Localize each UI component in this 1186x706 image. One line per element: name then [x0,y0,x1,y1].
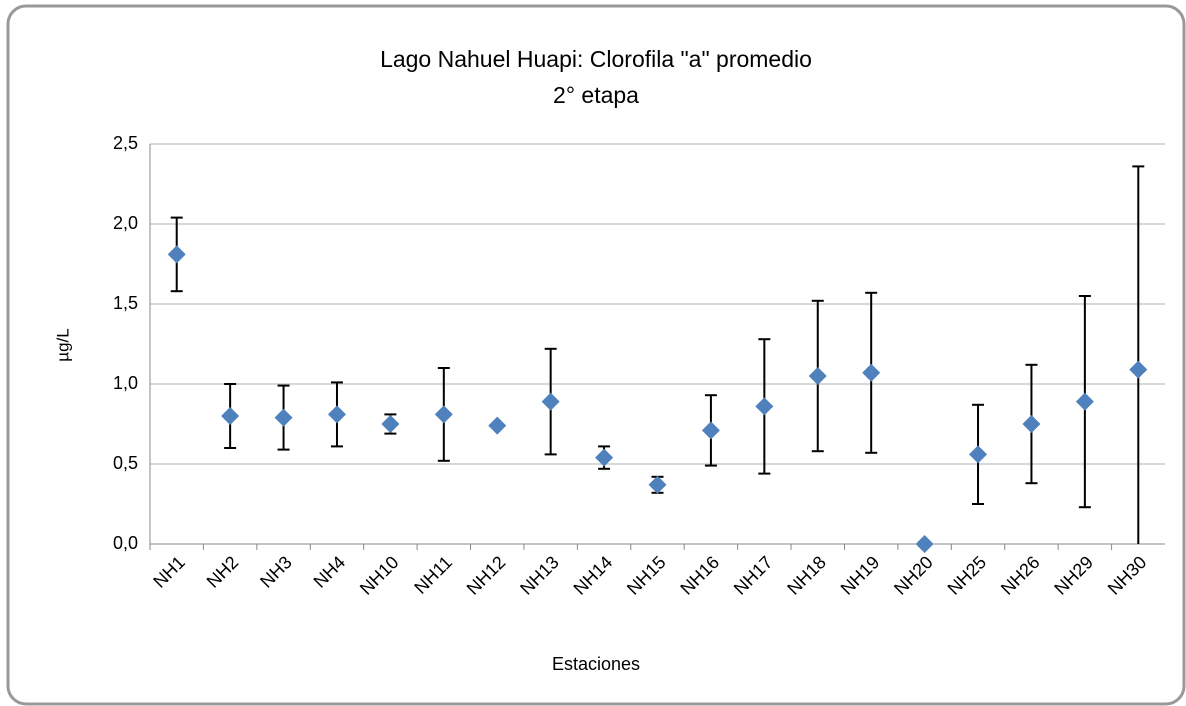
marker [1075,392,1094,411]
marker [595,448,614,467]
marker [167,245,186,264]
x-axis-title: Estaciones [552,654,640,674]
y-tick-label: 2,5 [113,133,138,153]
y-axis-title: µg/L [53,328,72,361]
marker [1129,360,1148,379]
marker [808,367,827,385]
marker [434,405,453,424]
y-tick-label: 1,5 [113,293,138,313]
chart-subtitle: 2° etapa [553,82,639,108]
marker [1022,415,1041,433]
marker [488,416,507,435]
marker [915,535,934,553]
marker [701,421,720,440]
marker [274,408,293,427]
y-tick-label: 0,0 [113,533,138,553]
chart-frame [6,4,1186,706]
chart-title: Lago Nahuel Huapi: Clorofila "a" promedi… [380,46,812,72]
y-tick-label: 2,0 [113,213,138,233]
marker [381,415,400,433]
marker [541,392,560,411]
marker [221,407,240,425]
marker [862,363,881,382]
marker [969,445,988,464]
y-tick-label: 1,0 [113,373,138,393]
y-tick-label: 0,5 [113,453,138,473]
marker [327,405,346,424]
marker [755,397,774,416]
marker [648,475,667,494]
